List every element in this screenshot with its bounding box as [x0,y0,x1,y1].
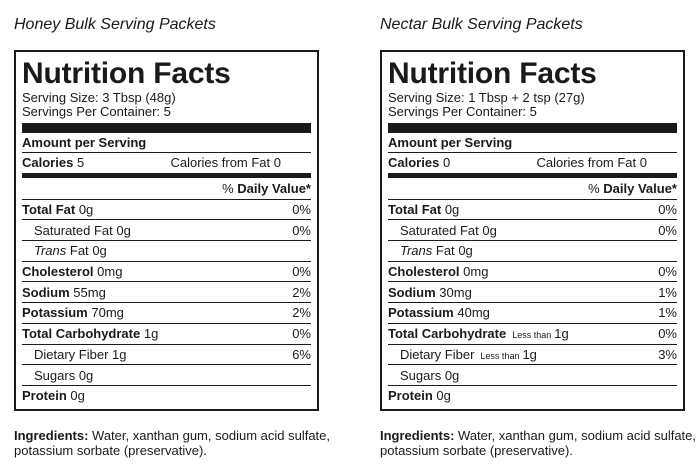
daily-value-header: % Daily Value* [588,180,677,196]
dietary-fiber-row: Dietary Fiber Less than 1g 3% [388,343,677,365]
product-title: Honey Bulk Serving Packets [14,16,216,33]
nutrition-facts-heading: Nutrition Facts [22,57,231,90]
total-carbohydrate-row: Total Carbohydrate Less than 1g 0% [388,322,677,344]
calories-from-fat: Calories from Fat 0 [170,155,281,171]
saturated-fat-row: Saturated Fat 0g 0% [22,219,311,240]
servings-per-container: Servings Per Container: 5 [388,104,537,119]
nutrition-facts-heading: Nutrition Facts [388,57,597,90]
potassium-row: Potassium 40mg 1% [388,302,677,323]
total-carbohydrate-row: Total Carbohydrate 1g 0% [22,322,311,344]
medium-divider [388,172,677,178]
calories-row: Calories 5 Calories from Fat 0 [22,152,311,173]
total-fat-row: Total Fat 0g 0% [22,198,311,220]
cholesterol-row: Cholesterol 0mg 0% [388,260,677,282]
calories-from-fat: Calories from Fat 0 [536,155,647,171]
product-title: Nectar Bulk Serving Packets [380,16,583,33]
servings-per-container: Servings Per Container: 5 [22,104,171,119]
less-than-qualifier: Less than [480,350,520,361]
thick-divider [388,123,677,133]
serving-size: Serving Size: 3 Tbsp (48g) [22,90,176,105]
sodium-row: Sodium 30mg 1% [388,281,677,302]
ingredients: Ingredients: Water, xanthan gum, sodium … [380,428,697,458]
calories-row: Calories 0 Calories from Fat 0 [388,152,677,173]
amount-per-serving: Amount per Serving [388,135,513,150]
calories-value: 0 [442,155,451,171]
serving-size: Serving Size: 1 Tbsp + 2 tsp (27g) [388,90,585,105]
calories-label: Calories [388,155,440,171]
trans-fat-row: Trans Fat 0g [22,240,311,261]
calories-label: Calories [22,155,74,171]
thick-divider [22,123,311,133]
daily-value-header: % Daily Value* [222,180,311,196]
dietary-fiber-row: Dietary Fiber 1g 6% [22,343,311,365]
amount-per-serving: Amount per Serving [22,135,147,150]
cholesterol-row: Cholesterol 0mg 0% [22,260,311,282]
medium-divider [22,172,311,178]
sugars-row: Sugars 0g [388,364,677,385]
saturated-fat-row: Saturated Fat 0g 0% [388,219,677,240]
sugars-row: Sugars 0g [22,364,311,385]
protein-row: Protein 0g [22,384,311,406]
potassium-row: Potassium 70mg 2% [22,302,311,323]
protein-row: Protein 0g [388,384,677,406]
calories-value: 5 [76,155,85,171]
trans-fat-row: Trans Fat 0g [388,240,677,261]
ingredients: Ingredients: Water, xanthan gum, sodium … [14,428,331,458]
total-fat-row: Total Fat 0g 0% [388,198,677,220]
nutrition-facts-panel: Nutrition Facts Serving Size: 1 Tbsp + 2… [380,50,685,411]
sodium-row: Sodium 55mg 2% [22,281,311,302]
less-than-qualifier: Less than [512,330,552,341]
nutrition-facts-panel: Nutrition Facts Serving Size: 3 Tbsp (48… [14,50,319,411]
